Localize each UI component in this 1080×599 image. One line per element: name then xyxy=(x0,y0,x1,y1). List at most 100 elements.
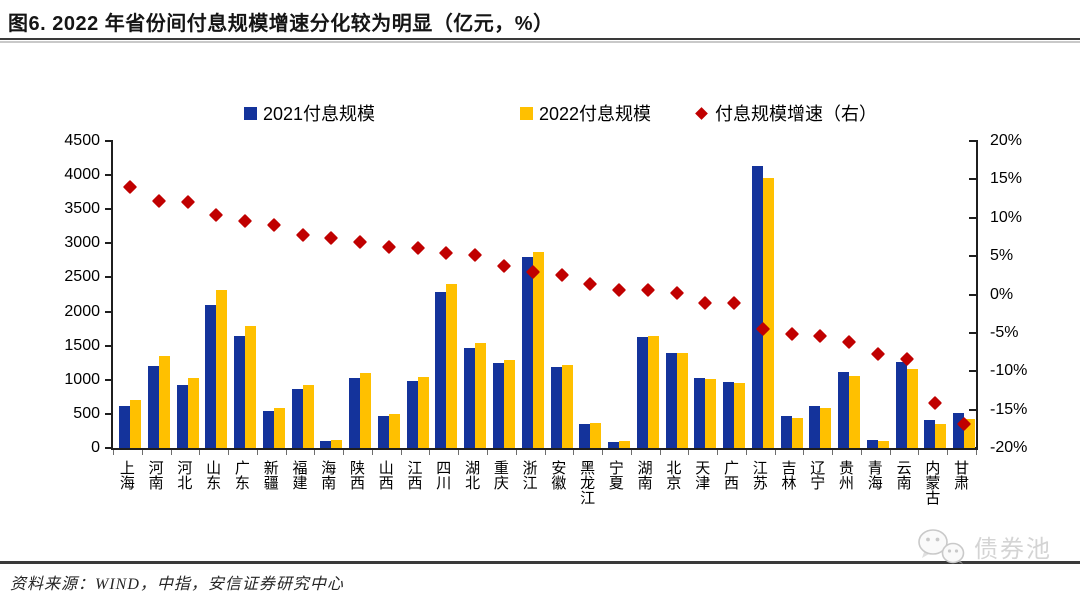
growth-diamond xyxy=(151,193,166,208)
x-axis-category-label: 上 海 xyxy=(119,461,135,492)
growth-diamond xyxy=(410,240,425,255)
bar-2021 xyxy=(636,336,648,448)
bar-2021 xyxy=(665,352,677,448)
growth-diamond xyxy=(353,234,368,249)
bar-2021 xyxy=(780,415,792,448)
left-axis-tick xyxy=(105,344,111,347)
growth-diamond xyxy=(870,347,885,362)
x-axis-category-label: 河 北 xyxy=(177,461,193,492)
legend-swatch-2022-square xyxy=(520,106,533,120)
bar-2022 xyxy=(849,376,861,448)
x-axis-tick xyxy=(630,450,632,455)
right-axis-tick xyxy=(969,178,976,181)
x-axis-category-label: 陕 西 xyxy=(350,461,366,492)
x-axis-category-label: 新 疆 xyxy=(263,461,279,492)
x-axis-tick xyxy=(228,450,230,455)
right-axis-tick xyxy=(969,216,976,219)
x-axis-tick xyxy=(256,450,258,455)
x-axis-category-label: 山 东 xyxy=(206,461,222,492)
x-axis-tick xyxy=(889,450,891,455)
x-axis-category-label: 浙 江 xyxy=(522,461,538,492)
x-axis-tick xyxy=(659,450,661,455)
left-axis-tick-label: 500 xyxy=(73,404,100,422)
right-axis-tick xyxy=(969,255,976,258)
bar-2022 xyxy=(331,440,343,448)
bar-2022 xyxy=(561,365,573,448)
x-axis-tick xyxy=(774,450,776,455)
x-axis-category-label: 黑 龙 江 xyxy=(580,461,596,507)
chart-legend: 2021付息规模 2022付息规模 付息规模增速（右） xyxy=(0,100,1080,126)
bar-2022 xyxy=(676,352,688,448)
bar-2021 xyxy=(349,377,361,448)
left-axis-tick-label: 0 xyxy=(91,439,100,456)
bar-2022 xyxy=(245,325,257,448)
x-axis-category-label: 河 南 xyxy=(148,461,164,492)
growth-diamond xyxy=(554,268,569,283)
bar-2022 xyxy=(503,359,515,448)
bar-2022 xyxy=(590,423,602,448)
growth-diamond xyxy=(180,194,195,209)
growth-diamond xyxy=(209,207,224,222)
bar-2021 xyxy=(147,366,159,448)
growth-diamond xyxy=(295,227,310,242)
x-axis-category-label: 江 苏 xyxy=(752,461,768,492)
left-axis-tick-label: 1000 xyxy=(64,370,100,388)
x-axis-tick xyxy=(544,450,546,455)
bar-2021 xyxy=(291,388,303,448)
right-axis-tick-label: -15% xyxy=(990,400,1028,418)
left-axis-tick-label: 2500 xyxy=(64,268,100,286)
left-axis-tick xyxy=(105,447,111,449)
left-axis-tick xyxy=(105,140,111,142)
x-axis-tick xyxy=(486,450,488,455)
growth-diamond xyxy=(266,218,281,233)
right-axis-tick-label: 20% xyxy=(990,132,1023,149)
x-axis-tick xyxy=(976,450,977,455)
legend-item-2021: 2021付息规模 xyxy=(244,100,375,126)
bar-2022 xyxy=(446,283,458,448)
x-axis-category-label: 山 西 xyxy=(378,461,394,492)
x-axis-category-label: 贵 州 xyxy=(839,461,855,492)
left-axis-tick xyxy=(105,378,111,381)
right-axis-tick-label: -10% xyxy=(990,362,1028,380)
wechat-icon xyxy=(918,529,965,564)
bar-2022 xyxy=(158,356,170,448)
x-axis-tick xyxy=(371,450,373,455)
right-axis-tick xyxy=(969,408,976,411)
x-axis-tick xyxy=(170,450,172,455)
bar-2022 xyxy=(964,419,976,448)
bar-2022 xyxy=(906,369,918,448)
left-axis-tick-label: 3500 xyxy=(64,200,100,218)
bar-2022 xyxy=(187,377,199,448)
legend-label-growth: 付息规模增速（右） xyxy=(715,104,877,124)
watermark: 债券池 xyxy=(912,527,1074,565)
right-axis-tick-label: -20% xyxy=(990,439,1028,456)
x-axis-tick xyxy=(458,450,460,455)
x-axis-tick xyxy=(832,450,834,455)
x-axis-tick xyxy=(947,450,949,455)
x-axis-category-label: 吉 林 xyxy=(781,461,797,492)
growth-diamond xyxy=(122,179,138,195)
growth-diamond xyxy=(640,282,655,297)
bar-2022 xyxy=(791,417,803,448)
bar-2021 xyxy=(492,363,504,448)
left-axis-tick xyxy=(105,174,111,177)
legend-item-2022: 2022付息规模 xyxy=(520,100,651,126)
title-divider-rule-shadow xyxy=(0,41,1080,43)
x-axis-category-label: 天 津 xyxy=(695,461,711,492)
bar-2021 xyxy=(550,367,562,448)
bar-2021 xyxy=(521,256,533,448)
left-axis-tick xyxy=(105,412,111,415)
right-axis-tick-label: 5% xyxy=(990,247,1014,265)
title-divider-rule xyxy=(0,38,1080,40)
bar-2021 xyxy=(608,441,620,448)
x-axis-line xyxy=(111,448,978,450)
left-axis-tick xyxy=(105,310,111,313)
x-axis-tick xyxy=(745,450,747,455)
bar-2021 xyxy=(320,440,332,448)
x-axis-category-label: 广 西 xyxy=(723,461,739,492)
bar-2022 xyxy=(820,407,832,448)
bar-2022 xyxy=(360,372,372,448)
growth-diamond xyxy=(669,285,684,301)
growth-diamond xyxy=(583,276,598,291)
